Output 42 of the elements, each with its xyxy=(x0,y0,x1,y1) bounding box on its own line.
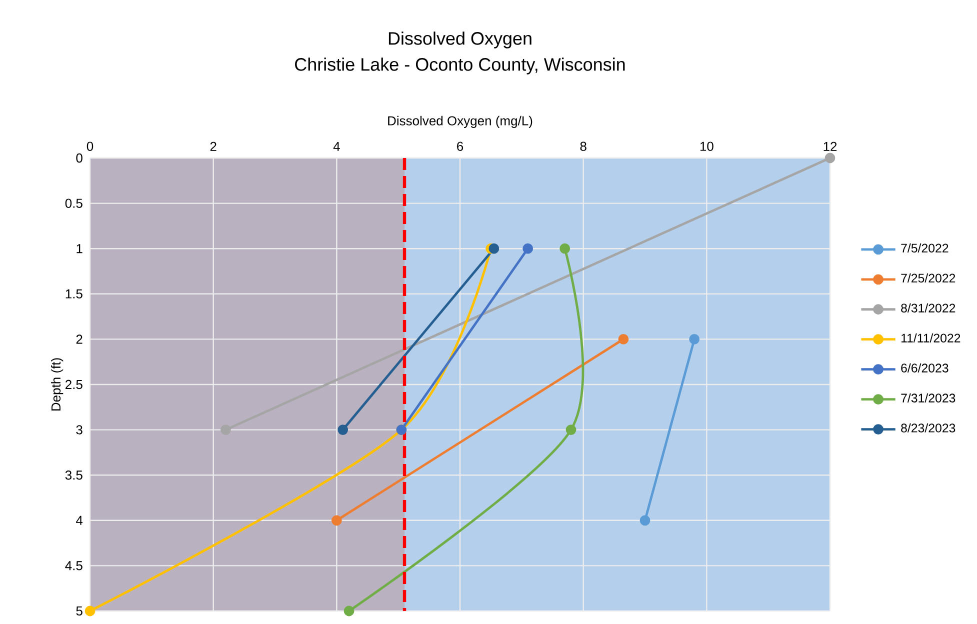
y-tick-label: 5 xyxy=(76,606,82,616)
legend-label: 8/23/2023 xyxy=(901,423,956,432)
y-tick-label: 1 xyxy=(76,244,82,254)
point xyxy=(488,243,500,254)
point xyxy=(220,424,231,435)
y-tick-label: 1.5 xyxy=(66,289,82,298)
y-tick-label: 4.5 xyxy=(65,561,82,570)
x-axis-title: Dissolved Oxygen (mg/L) xyxy=(388,116,532,128)
chart-subtitle: Christie Lake - Oconto County, Wisconsin xyxy=(295,58,625,74)
point xyxy=(338,424,348,435)
x-tick-label: 2 xyxy=(210,142,216,151)
legend-label: 11/11/2022 xyxy=(901,333,960,342)
y-tick-label: 3.5 xyxy=(65,470,82,480)
legend-label: 6/6/2023 xyxy=(901,363,948,372)
x-tick-label: 6 xyxy=(457,142,464,151)
legend-label: 7/25/2022 xyxy=(901,273,956,283)
point xyxy=(331,515,342,526)
legend-label: 8/31/2022 xyxy=(901,303,956,312)
point xyxy=(522,243,534,254)
point xyxy=(618,334,629,344)
x-tick-label: 12 xyxy=(824,142,837,151)
y-axis-title: Depth (ft) xyxy=(51,358,64,411)
point xyxy=(689,334,700,344)
x-tick-label: 4 xyxy=(333,142,340,151)
point xyxy=(84,606,96,616)
y-tick-label: 2.5 xyxy=(66,380,82,390)
y-tick-label: 0.5 xyxy=(65,198,82,208)
point xyxy=(344,606,354,616)
chart-title: Dissolved Oxygen xyxy=(388,32,532,48)
x-tick-label: 10 xyxy=(700,142,714,151)
y-tick-label: 4 xyxy=(76,516,83,525)
x-tick-label: 8 xyxy=(580,142,586,151)
legend-label: 7/31/2023 xyxy=(901,393,956,402)
x-tick-label: 0 xyxy=(86,142,94,151)
point xyxy=(560,243,570,254)
y-tick-label: 0 xyxy=(76,153,82,163)
point xyxy=(824,152,836,164)
y-tick-label: 3 xyxy=(76,425,82,434)
point xyxy=(640,515,650,526)
y-tick-label: 2 xyxy=(76,334,82,344)
legend-label: 7/5/2022 xyxy=(901,243,948,253)
point xyxy=(566,424,576,435)
